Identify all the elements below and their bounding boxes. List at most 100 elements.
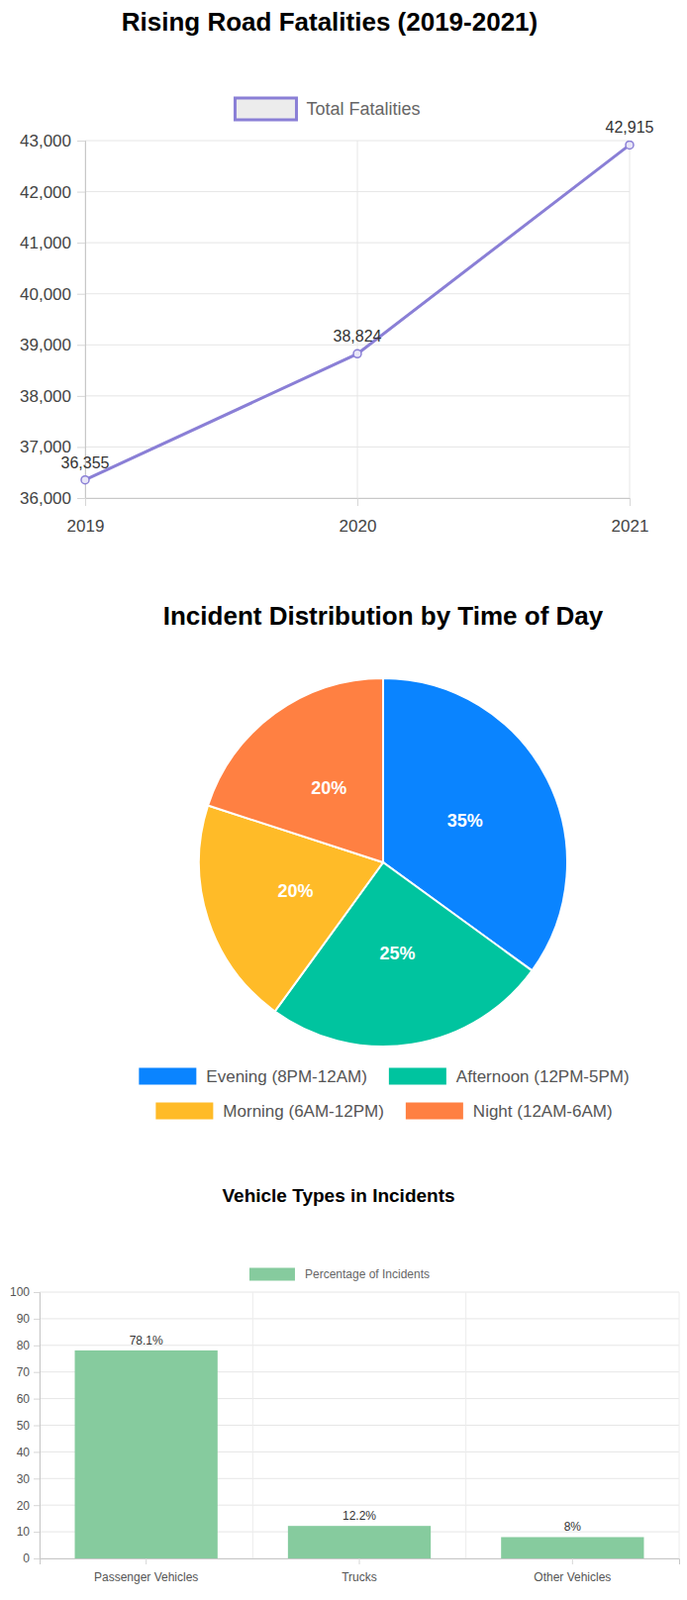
legend-label: Night (12AM-6AM) xyxy=(473,1101,613,1121)
x-axis-tick-mark xyxy=(629,497,631,506)
y-axis-tick: 36,000 xyxy=(19,489,86,508)
legend-swatch xyxy=(389,1068,447,1085)
grid-line-x xyxy=(252,1291,254,1559)
legend-label: Afternoon (12PM-5PM) xyxy=(456,1067,630,1086)
y-axis-tick-label: 30 xyxy=(16,1472,31,1486)
y-axis-tick-mark xyxy=(77,344,86,346)
chart-title: Vehicle Types in Incidents xyxy=(221,1184,455,1206)
bar xyxy=(75,1350,218,1559)
y-axis-tick-mark xyxy=(33,1425,40,1427)
pie-chart: Incident Distribution by Time of Day35%2… xyxy=(138,600,629,1121)
grid-line-y xyxy=(39,1317,680,1319)
bar-chart: Vehicle Types in Incidents 0 10 20 30 40 50 60 7… xyxy=(9,1184,681,1584)
data-label: 20% xyxy=(310,778,347,798)
y-axis: 0 10 20 30 40 50 60 70 80 90 100 xyxy=(9,1284,41,1566)
x-axis: Passenger Vehicles Trucks Other Vehicles xyxy=(40,1558,681,1584)
y-axis-tick-label: 10 xyxy=(16,1524,31,1539)
legend-item: Morning (6AM-12PM) xyxy=(155,1101,385,1121)
y-axis-tick-label: 38,000 xyxy=(19,387,72,406)
legend-swatch xyxy=(234,98,296,120)
y-axis-tick: 41,000 xyxy=(19,233,86,253)
x-axis-tick-mark xyxy=(572,1558,574,1565)
page: Rising Road Fatalities (2019-2021)36,000… xyxy=(0,0,687,1600)
x-axis-line xyxy=(86,498,631,507)
x-axis-tick: 2020 xyxy=(339,497,378,536)
x-axis-tick-label: Trucks xyxy=(341,1570,378,1584)
y-axis-tick-label: 0 xyxy=(22,1551,30,1566)
legend-item: Afternoon (12PM-5PM) xyxy=(389,1067,630,1086)
y-axis-tick-label: 40 xyxy=(16,1445,31,1460)
y-axis-tick-label: 70 xyxy=(16,1365,31,1379)
y-axis-tick-mark xyxy=(33,1318,40,1320)
legend-swatch xyxy=(155,1102,213,1120)
pie: 35%25%20%20% xyxy=(198,678,568,1047)
data-label: 36,355 xyxy=(61,454,110,472)
y-axis-tick: 90 xyxy=(16,1311,40,1326)
legend-label: Evening (8PM-12AM) xyxy=(205,1067,368,1086)
y-axis-tick: 100 xyxy=(9,1284,40,1299)
y-axis-tick-mark xyxy=(77,395,86,397)
y-axis-tick-mark xyxy=(77,497,86,499)
y-axis-tick-mark xyxy=(33,1451,40,1453)
y-axis-tick-mark xyxy=(77,294,86,295)
pie-slice xyxy=(207,678,384,863)
y-axis-tick-mark xyxy=(33,1345,40,1347)
data-label: 25% xyxy=(380,943,416,964)
x-axis-tick: Passenger Vehicles xyxy=(94,1558,198,1584)
y-axis-tick-mark xyxy=(77,242,86,244)
y-axis-line xyxy=(77,141,87,499)
grid-line-y xyxy=(39,1291,680,1293)
y-axis-tick-mark xyxy=(33,1291,40,1293)
y-axis-tick-label: 41,000 xyxy=(19,233,72,253)
y-axis-tick: 40 xyxy=(16,1445,40,1460)
data-point xyxy=(353,349,362,358)
y-axis-tick: 0 xyxy=(22,1551,40,1566)
y-axis-tick-mark xyxy=(77,140,86,142)
y-axis-tick: 20 xyxy=(16,1498,40,1513)
data-label: 20% xyxy=(278,881,314,901)
x-axis-tick-label: Passenger Vehicles xyxy=(94,1570,198,1584)
y-axis-tick-label: 80 xyxy=(16,1338,31,1353)
legend-swatch xyxy=(138,1068,197,1085)
x-axis-tick-mark xyxy=(145,1558,147,1565)
grid-line-x xyxy=(679,1291,681,1559)
y-axis-tick-label: 43,000 xyxy=(19,131,72,151)
y-axis-tick-mark xyxy=(33,1372,40,1374)
data-label: 38,824 xyxy=(333,327,383,345)
y-axis-tick: 43,000 xyxy=(19,131,86,151)
data-label: 78.1% xyxy=(129,1333,164,1348)
y-axis-tick-label: 39,000 xyxy=(19,335,72,355)
legend-label: Total Fatalities xyxy=(305,98,420,119)
y-axis: 36,00037,00038,00039,00040,00041,00042,0… xyxy=(19,131,87,508)
x-axis-tick: Other Vehicles xyxy=(533,1558,611,1584)
y-axis-tick-label: 50 xyxy=(16,1418,31,1433)
x-axis-tick-label: 2019 xyxy=(67,516,105,536)
data-point xyxy=(81,476,90,485)
y-axis-tick-label: 90 xyxy=(16,1311,31,1326)
x-axis-tick-label: Other Vehicles xyxy=(533,1570,611,1584)
y-axis-tick: 60 xyxy=(16,1391,40,1406)
legend-label: Morning (6AM-12PM) xyxy=(222,1101,385,1121)
plot-area xyxy=(75,1350,645,1559)
plot-area xyxy=(81,140,634,484)
y-axis-tick-label: 20 xyxy=(16,1498,31,1513)
x-axis-line xyxy=(40,1559,681,1566)
x-axis-tick-mark xyxy=(357,497,359,506)
data-line xyxy=(85,144,630,480)
y-axis-tick: 30 xyxy=(16,1472,40,1486)
y-axis-tick-mark xyxy=(77,446,86,448)
x-axis-tick-mark xyxy=(359,1558,361,1565)
legend-swatch xyxy=(405,1102,464,1120)
x-axis-tick-label: 2020 xyxy=(339,516,378,536)
x-axis-tick-label: 2021 xyxy=(611,516,650,536)
y-axis-tick-mark xyxy=(33,1531,40,1533)
y-axis-tick-mark xyxy=(33,1558,40,1560)
y-axis-line xyxy=(33,1292,41,1560)
bar xyxy=(288,1525,431,1559)
y-axis-tick: 42,000 xyxy=(19,183,86,202)
y-axis-tick: 80 xyxy=(16,1338,40,1353)
y-axis-tick-label: 60 xyxy=(16,1391,31,1406)
y-axis-tick-mark xyxy=(33,1504,40,1506)
grid-line-x xyxy=(357,140,359,498)
y-axis-tick: 70 xyxy=(16,1365,40,1379)
